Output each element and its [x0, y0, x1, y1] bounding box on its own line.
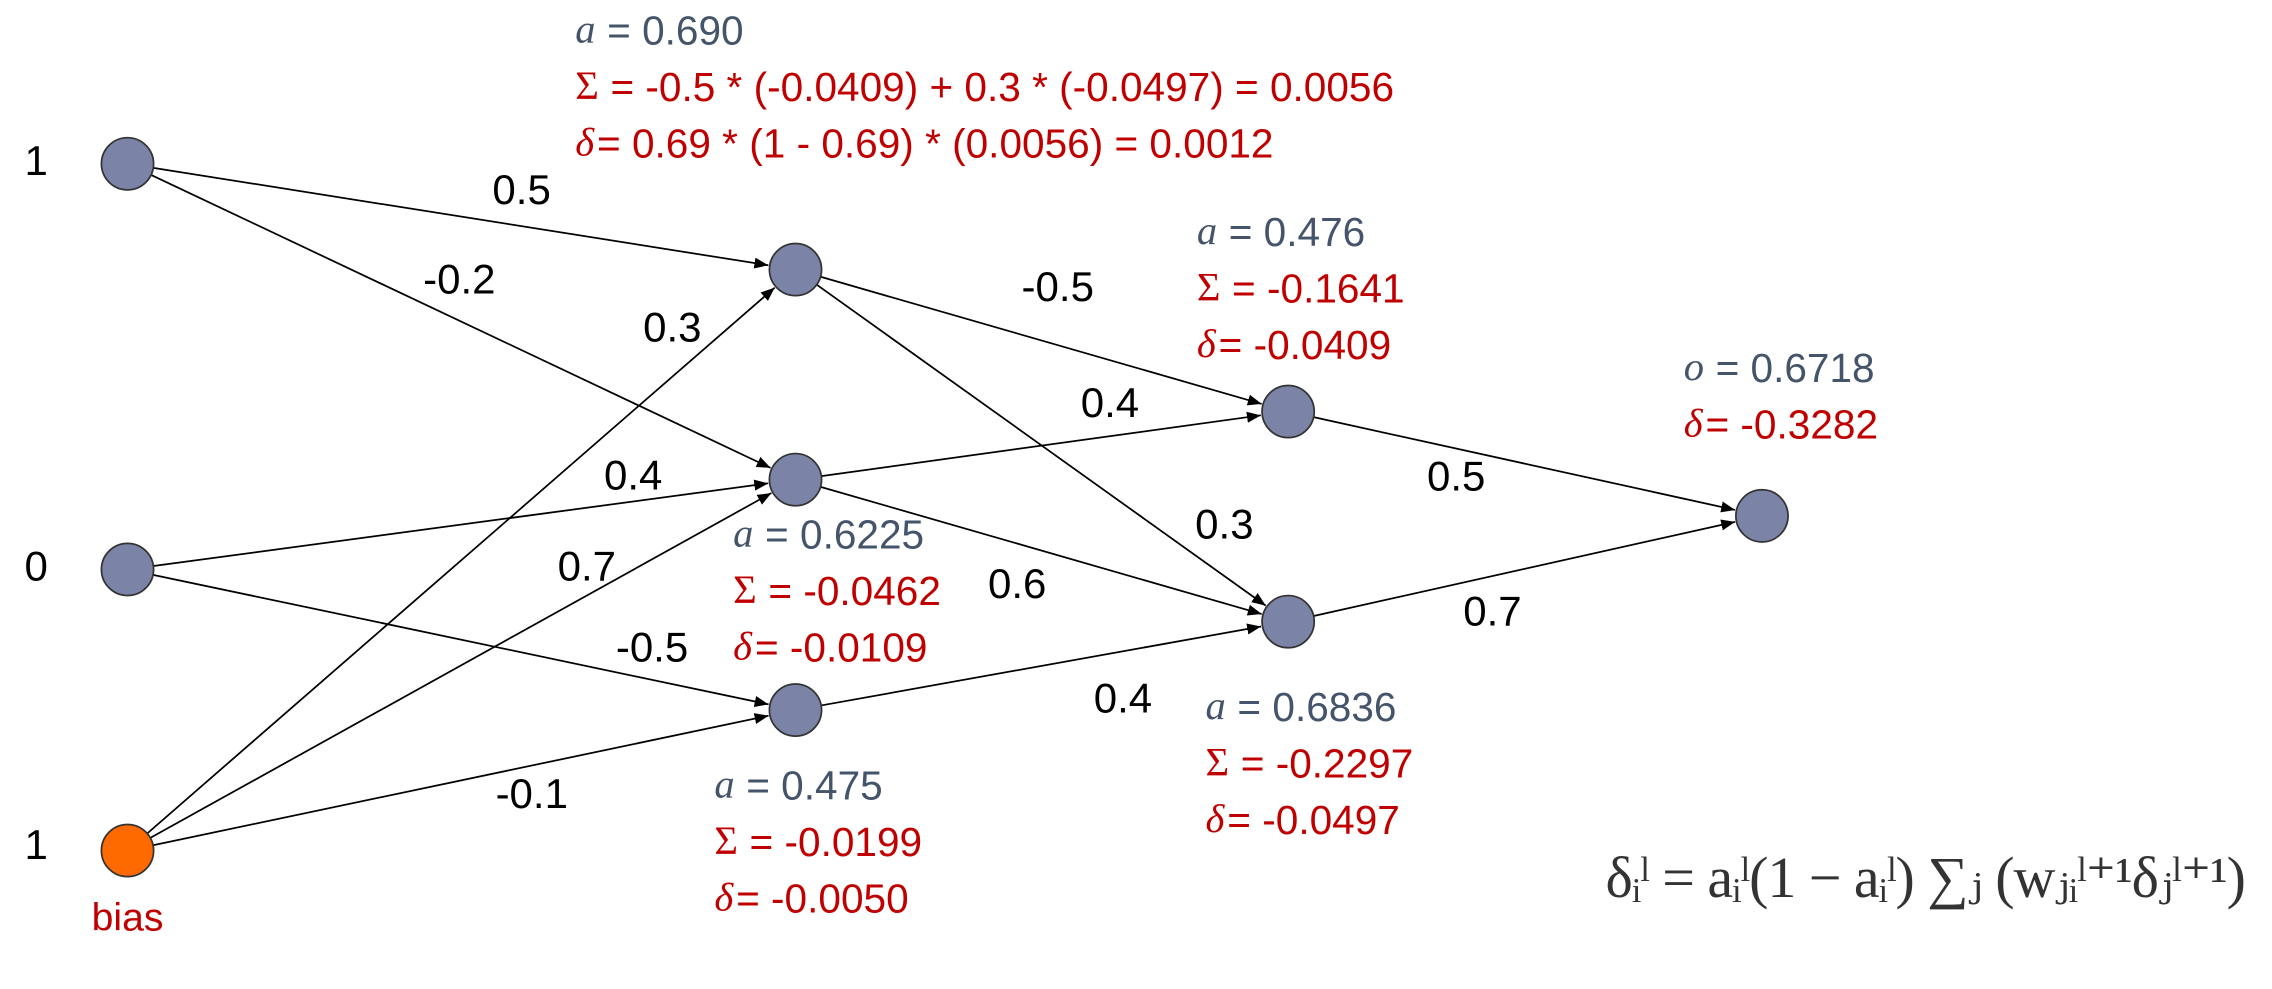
annotation-text: = -0.0409 — [1219, 322, 1392, 368]
edge-weight: 0.5 — [492, 166, 550, 213]
edge — [820, 275, 1262, 406]
annotation-text: = 0.476 — [1229, 208, 1365, 254]
bias-node — [100, 823, 155, 878]
annotation-line: δ = -0.0497 — [1206, 796, 1400, 842]
edge — [149, 492, 772, 839]
annotation-text: = -0.3282 — [1705, 401, 1878, 447]
symbol: Σ — [1197, 265, 1221, 310]
edge-weight: 0.7 — [1463, 587, 1521, 634]
annotation-line: δ = 0.69 * (1 - 0.69) * (0.0056) = 0.0012 — [575, 120, 1273, 166]
symbol: δ — [1206, 796, 1226, 841]
annotation-line: a = 0.690 — [575, 7, 743, 53]
symbol: a — [714, 762, 734, 807]
symbol: a — [1197, 208, 1217, 253]
annotation-text: = -0.0199 — [750, 819, 923, 865]
edge-weight: 0.6 — [988, 560, 1046, 607]
annotation-text: = -0.0462 — [768, 568, 941, 614]
annotation-line: a = 0.475 — [714, 762, 882, 808]
edge — [821, 623, 1262, 707]
edge-weight: -0.2 — [423, 256, 495, 303]
edge-weight: 0.4 — [604, 451, 662, 498]
symbol: a — [733, 511, 753, 556]
annotation-text: = -0.0109 — [755, 624, 928, 670]
annotation-text: = -0.1641 — [1232, 265, 1405, 311]
annotation-text: = -0.2297 — [1241, 740, 1414, 786]
edge-weight: -0.5 — [616, 624, 688, 671]
annotation-line: a = 0.6836 — [1206, 683, 1397, 729]
symbol: o — [1684, 344, 1704, 389]
annotation-text: = 0.475 — [746, 762, 882, 808]
annotation-text: = 0.6836 — [1237, 684, 1396, 730]
edge — [820, 486, 1262, 616]
annotation-text: = 0.690 — [607, 7, 743, 53]
edge-weight: 0.5 — [1427, 453, 1485, 500]
annotation-line: Σ = -0.5 * (-0.0409) + 0.3 * (-0.0497) = … — [575, 63, 1394, 109]
annotation-line: Σ = -0.1641 — [1197, 265, 1405, 311]
input-label: 1 — [25, 137, 48, 184]
annotation-line: δ = -0.3282 — [1684, 401, 1878, 447]
annotation-line: δ = -0.0109 — [733, 624, 927, 670]
node — [100, 136, 155, 191]
edge-weight: 0.3 — [643, 303, 701, 350]
edge — [152, 574, 769, 707]
annotation-text: = -0.5 * (-0.0409) + 0.3 * (-0.0497) = 0… — [610, 64, 1394, 110]
formula: δᵢˡ = aᵢˡ(1 − aᵢˡ) ∑ⱼ (wⱼᵢˡ⁺¹δⱼˡ⁺¹) — [1605, 845, 2245, 910]
symbol: Σ — [575, 63, 599, 108]
annotation-line: o = 0.6718 — [1684, 344, 1875, 390]
edge — [152, 713, 769, 847]
input-label: 0 — [25, 543, 48, 590]
annotation-line: Σ = -0.2297 — [1206, 740, 1414, 786]
edge — [1313, 519, 1736, 617]
annotation-text: = 0.69 * (1 - 0.69) * (0.0056) = 0.0012 — [597, 120, 1273, 166]
bias-label: bias — [92, 896, 164, 939]
edge — [153, 166, 769, 269]
node — [768, 242, 823, 297]
annotation-line: Σ = -0.0462 — [733, 567, 941, 613]
edge-weight: 0.7 — [558, 543, 616, 590]
annotation-text: = -0.0497 — [1227, 797, 1400, 843]
annotation-line: Σ = -0.0199 — [714, 818, 922, 864]
edge-weight: -0.5 — [1022, 263, 1094, 310]
symbol: a — [1206, 683, 1226, 728]
edge — [150, 174, 771, 469]
annotation-line: a = 0.476 — [1197, 208, 1365, 254]
node — [1261, 384, 1316, 439]
symbol: δ — [714, 875, 734, 920]
symbol: Σ — [714, 818, 738, 863]
edge — [153, 479, 769, 567]
symbol: δ — [575, 120, 595, 165]
edge — [1313, 416, 1736, 513]
node — [100, 542, 155, 597]
annotation-line: δ = -0.0050 — [714, 875, 908, 921]
node — [768, 452, 823, 507]
edge-weight: 0.4 — [1094, 674, 1152, 721]
annotation-line: a = 0.6225 — [733, 511, 924, 557]
node — [1261, 594, 1316, 649]
annotation-line: δ = -0.0409 — [1197, 321, 1391, 367]
symbol: δ — [1197, 321, 1217, 366]
node — [1735, 488, 1789, 543]
annotation-text: = 0.6718 — [1716, 345, 1875, 391]
annotation-text: = -0.0050 — [736, 875, 909, 921]
symbol: Σ — [1206, 740, 1230, 785]
input-label: 1 — [25, 821, 48, 868]
edge — [821, 411, 1261, 477]
annotation-text: = 0.6225 — [765, 511, 924, 557]
symbol: Σ — [733, 567, 757, 612]
symbol: δ — [1684, 401, 1704, 446]
symbol: a — [575, 7, 595, 52]
edge-weight: -0.1 — [496, 770, 568, 817]
symbol: δ — [733, 624, 753, 669]
edge-weight: 0.3 — [1195, 501, 1253, 548]
node — [768, 683, 823, 737]
edge — [146, 286, 776, 835]
edge-weight: 0.4 — [1081, 379, 1139, 426]
